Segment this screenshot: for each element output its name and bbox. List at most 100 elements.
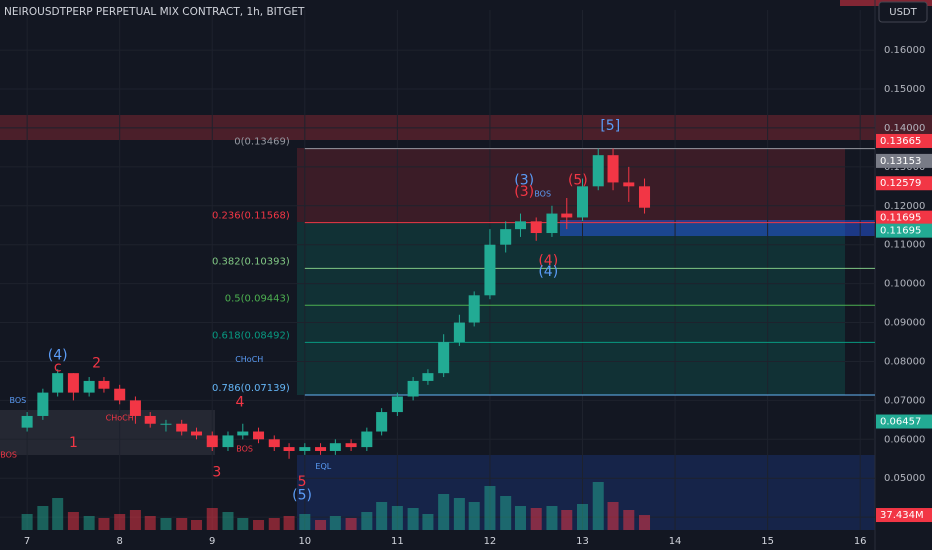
annotation: (4) <box>538 253 558 269</box>
candle-body <box>391 396 403 413</box>
y-tick-label: 0.06000 <box>884 434 925 445</box>
zone <box>560 220 875 236</box>
candle-body <box>222 435 234 448</box>
volume-bar <box>376 502 388 530</box>
annotation: BOS <box>9 396 26 405</box>
candle-body <box>345 443 357 448</box>
x-tick-label: 15 <box>761 536 774 547</box>
currency-label[interactable]: USDT <box>889 7 917 18</box>
fib-label: 0.786(0.07139) <box>212 383 290 394</box>
candle-body <box>237 431 249 436</box>
volume-bar <box>52 498 64 530</box>
candle-body <box>500 229 512 245</box>
zone <box>297 222 845 395</box>
annotation: 5 <box>298 474 307 490</box>
candle-body <box>546 213 558 234</box>
annotation: (4) <box>48 348 68 364</box>
y-tick-label: 0.14000 <box>884 123 925 134</box>
volume-bar <box>83 516 95 530</box>
volume-bar <box>361 512 373 530</box>
fib-label: 0.382(0.10393) <box>212 256 290 267</box>
volume-bar <box>160 518 172 530</box>
candle-body <box>407 380 419 397</box>
annotation: BOS <box>534 190 551 199</box>
price-tag-label: 0.06457 <box>880 417 921 428</box>
candle-body <box>176 423 188 432</box>
x-tick-label: 9 <box>209 536 215 547</box>
volume-bar <box>237 518 249 530</box>
volume-bar <box>530 508 542 530</box>
volume-bar <box>176 518 188 530</box>
y-tick-label: 0.07000 <box>884 395 925 406</box>
volume-bar <box>592 482 604 530</box>
candle-body <box>299 447 311 451</box>
x-tick-label: 16 <box>854 536 867 547</box>
x-tick-label: 12 <box>484 536 497 547</box>
annotation: (5) <box>568 172 588 188</box>
volume-bar <box>191 520 203 530</box>
volume-bar <box>438 494 450 530</box>
volume-bar <box>561 510 573 530</box>
fib-label: 0.236(0.11568) <box>212 211 290 222</box>
y-tick-label: 0.10000 <box>884 279 925 290</box>
candle-body <box>268 439 280 448</box>
volume-tag-label: 37.434M <box>880 510 924 521</box>
annotation: c <box>54 359 62 375</box>
candle-body <box>361 431 373 448</box>
price-tag-label: 0.11695 <box>880 226 921 237</box>
volume-bar <box>546 506 558 530</box>
annotation: BOS <box>0 450 17 459</box>
price-tag-label: 0.13665 <box>880 136 921 147</box>
volume-bar <box>391 506 403 530</box>
x-tick-label: 10 <box>298 536 311 547</box>
y-tick-label: 0.08000 <box>884 356 925 367</box>
volume-tag <box>876 508 932 523</box>
x-tick-label: 14 <box>669 536 682 547</box>
candle-body <box>160 423 172 425</box>
price-tag <box>876 176 932 191</box>
candle-body <box>639 186 651 208</box>
candle-body <box>52 373 64 393</box>
volume-bar <box>268 518 280 530</box>
annotation: (4) <box>538 264 558 280</box>
volume-bar <box>129 510 141 530</box>
fib-label: 0(0.13469) <box>234 137 290 148</box>
volume-bar <box>222 512 234 530</box>
price-tag <box>876 153 932 168</box>
candle-body <box>191 431 203 436</box>
price-tag <box>876 210 932 225</box>
volume-bar <box>37 506 49 530</box>
price-tag <box>876 133 932 148</box>
y-tick-label: 0.09000 <box>884 318 925 329</box>
candle-body <box>623 182 635 187</box>
fib-label: 0.618(0.08492) <box>212 330 290 341</box>
volume-bar <box>114 514 126 530</box>
volume-bar <box>639 515 651 530</box>
candle-body <box>561 213 573 218</box>
candle-body <box>67 373 79 393</box>
candle-body <box>129 400 141 416</box>
volume-bar <box>329 516 341 530</box>
price-tag-label: 0.12579 <box>880 178 921 189</box>
y-tick-label: 0.12000 <box>884 201 925 212</box>
y-tick-label: 0.15000 <box>884 84 925 95</box>
candle-body <box>329 443 341 451</box>
annotation: CHoCH <box>106 413 134 422</box>
currency-button[interactable] <box>878 1 928 23</box>
volume-bar <box>607 502 619 530</box>
volume-bar <box>21 514 33 530</box>
price-tag <box>876 414 932 429</box>
zone <box>0 410 215 455</box>
candle-body <box>283 447 295 451</box>
volume-bar <box>514 506 526 530</box>
candle-body <box>21 415 33 428</box>
x-tick-label: 11 <box>391 536 404 547</box>
chart-title: NEIROUSDTPERP PERPETUAL MIX CONTRACT, 1h… <box>4 6 305 18</box>
candle-body <box>422 373 434 381</box>
candle-body <box>37 392 49 416</box>
volume-bar <box>315 520 327 530</box>
candle-body <box>592 155 604 187</box>
y-tick-label: 0.05000 <box>884 473 925 484</box>
volume-bar <box>468 502 480 530</box>
volume-bar <box>453 498 465 530</box>
